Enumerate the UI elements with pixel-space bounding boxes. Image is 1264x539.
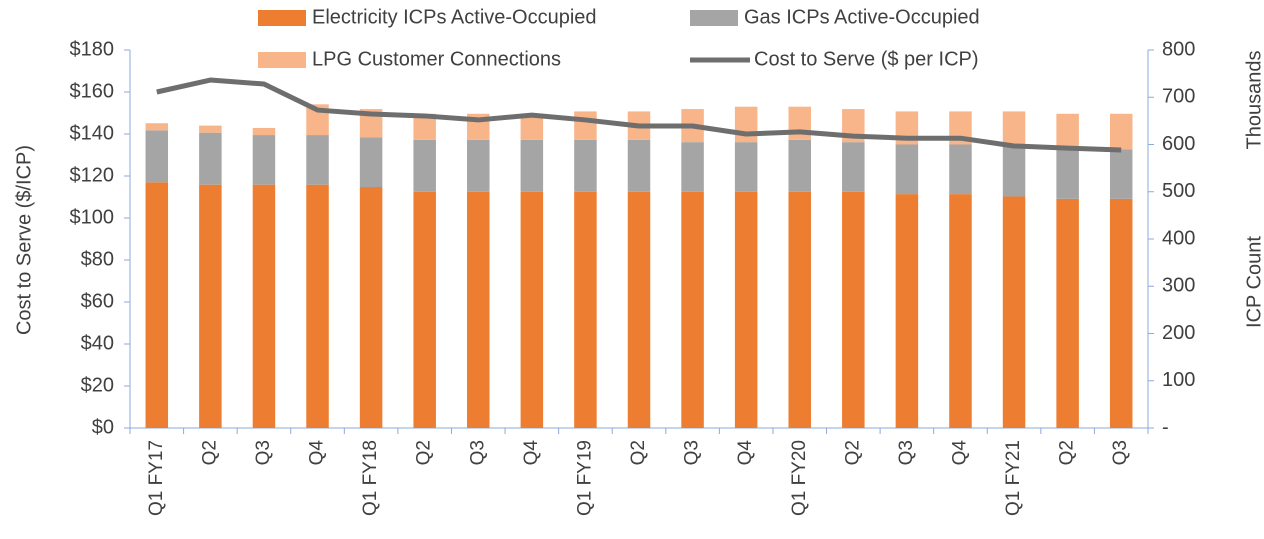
bar-segment: [520, 139, 544, 192]
bar-segment: [1002, 146, 1026, 197]
bar-segment: [252, 184, 276, 428]
y-tick-label: $180: [70, 38, 115, 60]
x-tick-label: Q1 FY20: [789, 440, 810, 516]
bar-segment: [627, 139, 651, 192]
bar-segment: [734, 191, 758, 428]
bar-segment: [681, 191, 704, 428]
y-tick-label: $60: [81, 290, 114, 312]
bar-segment: [895, 194, 919, 428]
bar-segment: [842, 191, 865, 428]
bar-segment: [467, 139, 490, 192]
x-tick-label: Q4: [307, 440, 328, 466]
bar-segment: [734, 142, 758, 192]
x-tick-label: Q3: [253, 440, 274, 465]
x-tick-label: Q3: [896, 440, 917, 465]
x-tick-label: Q3: [1110, 440, 1131, 465]
bar-segment: [627, 191, 651, 428]
y-tick-label: $80: [81, 248, 114, 270]
bar-segment: [1002, 196, 1026, 428]
bar-segment: [1056, 113, 1079, 150]
bar-segment: [681, 142, 704, 192]
x-tick-label: Q1 FY17: [146, 440, 167, 516]
y2-tick-label: 100: [1162, 369, 1195, 391]
y2-unit-label: Thousands: [1243, 51, 1264, 150]
x-tick-label: Q2: [414, 440, 435, 465]
bar-segment: [413, 113, 436, 140]
x-tick-label: Q2: [1057, 440, 1078, 465]
legend-label: Electricity ICPs Active-Occupied: [312, 6, 597, 28]
y-tick-label: $100: [70, 206, 115, 228]
x-tick-label: Q2: [199, 440, 220, 465]
y2-tick-label: -: [1162, 416, 1169, 438]
y-tick-label: $40: [81, 332, 114, 354]
y2-tick-label: 700: [1162, 86, 1195, 108]
y2-axis-title: ICP Count: [1243, 236, 1264, 328]
bar-segment: [145, 182, 169, 428]
bar-segment: [306, 184, 329, 428]
x-tick-label: Q3: [682, 440, 703, 465]
x-tick-label: Q3: [467, 440, 488, 465]
legend-label: LPG Customer Connections: [312, 48, 561, 70]
y2-tick-label: 300: [1162, 275, 1195, 297]
bar-segment: [199, 132, 222, 185]
bar-segment: [949, 144, 972, 195]
bar-segment: [1109, 198, 1133, 428]
y-tick-label: $20: [81, 374, 114, 396]
x-tick-label: Q2: [842, 440, 863, 465]
legend-swatch: [258, 10, 306, 26]
x-tick-label: Q4: [735, 440, 756, 466]
y2-tick-label: 200: [1162, 322, 1195, 344]
bar-segment: [574, 139, 597, 192]
bar-segment: [413, 139, 436, 192]
bar-segment: [734, 106, 758, 143]
bar-segment: [306, 135, 329, 185]
legend-label: Gas ICPs Active-Occupied: [744, 6, 980, 28]
y-tick-label: $120: [70, 164, 115, 186]
bar-segment: [252, 127, 276, 136]
bar-segment: [1056, 149, 1079, 199]
bar-segment: [199, 125, 222, 133]
y-tick-label: $160: [70, 80, 115, 102]
bar-segment: [842, 142, 865, 192]
bar-segment: [788, 191, 811, 428]
bar-segment: [1002, 111, 1026, 147]
legend-label: Cost to Serve ($ per ICP): [754, 48, 979, 70]
bar-segment: [359, 137, 383, 188]
legend-swatch: [690, 10, 738, 26]
bar-segment: [520, 113, 544, 140]
y2-tick-label: 800: [1162, 38, 1195, 60]
bar-segment: [574, 191, 597, 428]
x-tick-label: Q4: [949, 440, 970, 466]
bar-segment: [413, 191, 436, 428]
bar-segment: [199, 184, 222, 428]
y-tick-label: $0: [92, 416, 114, 438]
x-tick-label: Q4: [521, 440, 542, 466]
bar-segment: [145, 130, 169, 183]
bar-segment: [788, 139, 811, 192]
cost-line: [156, 77, 1122, 153]
bar-segment: [145, 123, 169, 131]
bar-segment: [252, 135, 276, 185]
y2-tick-label: 500: [1162, 180, 1195, 202]
bar-segment: [1109, 113, 1133, 150]
bar-segment: [574, 111, 597, 140]
bar-segment: [1109, 149, 1133, 199]
bar-segment: [1056, 198, 1079, 428]
bar-segment: [359, 187, 383, 428]
y2-tick-label: 400: [1162, 227, 1195, 249]
x-tick-label: Q1 FY18: [360, 440, 381, 516]
y-axis-title: Cost to Serve ($/ICP): [13, 145, 35, 335]
legend-swatch: [258, 52, 306, 68]
bar-segment: [895, 144, 919, 195]
x-tick-label: Q2: [628, 440, 649, 465]
bar-segment: [520, 191, 544, 428]
y2-tick-label: 600: [1162, 133, 1195, 155]
x-tick-label: Q1 FY19: [574, 440, 595, 516]
y-tick-label: $140: [70, 122, 115, 144]
bar-segment: [949, 194, 972, 428]
bar-segment: [467, 191, 490, 428]
x-tick-label: Q1 FY21: [1003, 440, 1024, 516]
